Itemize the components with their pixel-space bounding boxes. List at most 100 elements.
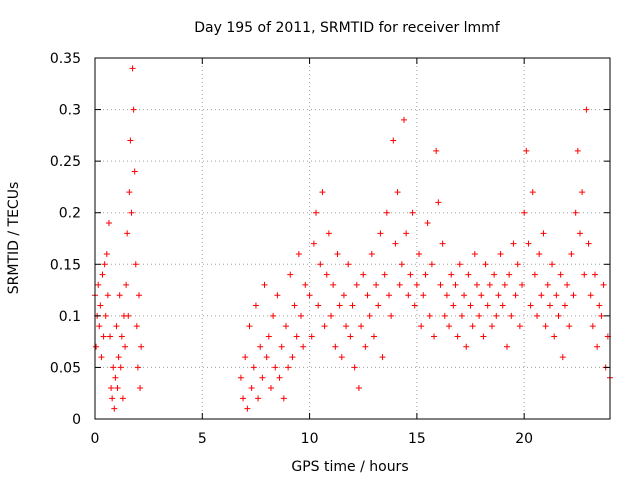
data-point (115, 354, 122, 361)
data-point (531, 271, 538, 278)
data-point (549, 261, 556, 268)
data-point (252, 302, 259, 309)
data-point (355, 385, 362, 392)
data-point (574, 147, 581, 154)
x-tick-label: 10 (301, 431, 319, 447)
data-point (278, 343, 285, 350)
data-point (282, 323, 289, 330)
data-point (413, 281, 420, 288)
data-point (274, 292, 281, 299)
data-point (587, 292, 594, 299)
data-point (373, 281, 380, 288)
y-tick-label: 0.35 (50, 51, 81, 67)
data-point (501, 281, 508, 288)
data-point (536, 250, 543, 257)
data-point (529, 189, 536, 196)
data-point (564, 281, 571, 288)
data-point (544, 281, 551, 288)
data-point (568, 250, 575, 257)
data-point (379, 354, 386, 361)
data-point (101, 261, 108, 268)
data-point (298, 312, 304, 319)
data-point (570, 292, 577, 299)
data-point (448, 271, 455, 278)
data-point (510, 240, 517, 247)
data-point (128, 209, 135, 216)
data-point (454, 333, 461, 340)
data-point (589, 323, 596, 330)
data-point (482, 261, 489, 268)
data-point (246, 323, 253, 330)
data-point (426, 312, 433, 319)
data-point (504, 343, 510, 350)
data-point (345, 261, 352, 268)
data-point (542, 323, 549, 330)
data-point (523, 147, 530, 154)
data-point (435, 199, 442, 206)
data-point (360, 271, 367, 278)
data-point (514, 261, 521, 268)
data-point (433, 147, 440, 154)
data-point (403, 230, 410, 237)
data-point (107, 333, 114, 340)
data-point (506, 271, 513, 278)
data-point (132, 261, 139, 268)
data-point (134, 364, 141, 371)
data-point (285, 364, 292, 371)
data-point (240, 395, 247, 402)
data-point (109, 395, 116, 402)
data-point (458, 312, 465, 319)
chart-title: Day 195 of 2011, SRMTID for receiver lmm… (194, 20, 501, 36)
data-point (566, 323, 573, 330)
data-point (280, 395, 287, 402)
data-point (244, 405, 251, 412)
x-tick-label: 20 (515, 431, 533, 447)
data-point (125, 312, 132, 319)
data-point (521, 209, 528, 216)
data-point (133, 323, 140, 330)
data-point (242, 354, 249, 361)
data-point (368, 250, 375, 257)
data-point (343, 323, 350, 330)
data-point (111, 405, 118, 412)
y-tick-label: 0.1 (59, 309, 81, 325)
data-point (100, 333, 107, 340)
data-point (596, 302, 603, 309)
data-point (381, 271, 388, 278)
data-point (114, 385, 121, 392)
data-point (270, 312, 277, 319)
data-point (259, 374, 266, 381)
data-point (110, 364, 117, 371)
data-point (405, 292, 412, 299)
data-point (267, 385, 274, 392)
data-point (383, 209, 390, 216)
data-point (469, 323, 476, 330)
data-point (385, 292, 392, 299)
data-point (480, 333, 487, 340)
data-point (334, 250, 341, 257)
data-point (291, 302, 298, 309)
data-point (495, 292, 502, 299)
data-point (131, 168, 138, 175)
y-tick-label: 0.25 (50, 154, 81, 170)
data-point (349, 302, 356, 309)
data-point (538, 292, 545, 299)
data-point (295, 250, 302, 257)
data-point (370, 333, 377, 340)
data-point (123, 281, 130, 288)
data-point (287, 271, 294, 278)
data-point (377, 230, 384, 237)
data-point (450, 302, 457, 309)
data-point (113, 323, 120, 330)
data-point (394, 189, 401, 196)
data-point (581, 271, 588, 278)
data-point (478, 292, 485, 299)
data-point (491, 271, 498, 278)
grid-lines (95, 58, 610, 419)
data-point (519, 281, 526, 288)
data-point (272, 364, 279, 371)
data-point (497, 250, 504, 257)
data-point (306, 292, 313, 299)
data-point (336, 302, 343, 309)
